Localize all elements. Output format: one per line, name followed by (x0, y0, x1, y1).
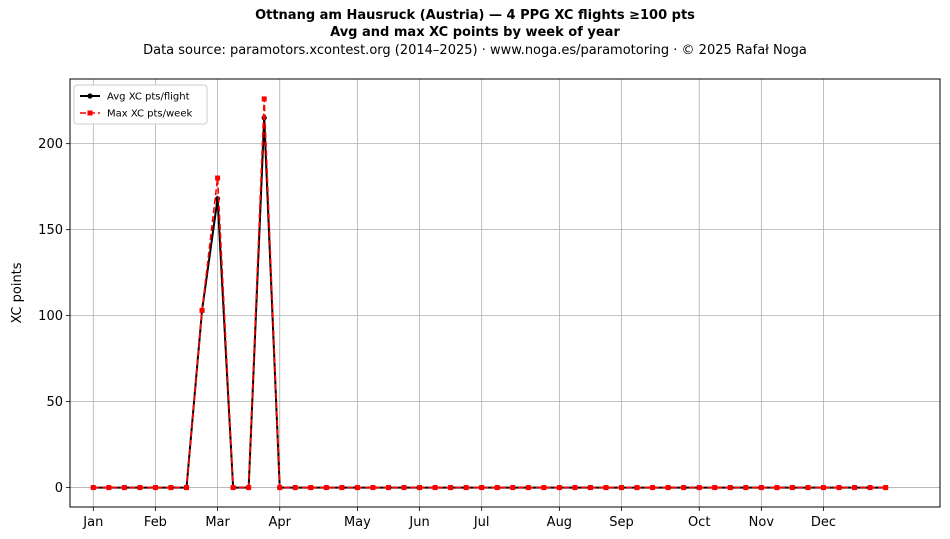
max-point (743, 485, 749, 491)
max-point (354, 485, 360, 491)
x-tick-label: Sep (609, 515, 634, 530)
y-tick-label: 100 (38, 309, 63, 324)
chart-title-line1: Ottnang am Hausruck (Austria) — 4 PPG XC… (255, 8, 695, 23)
max-point (137, 485, 143, 491)
y-tick-label: 150 (38, 223, 63, 238)
chart-subtitle: Data source: paramotors.xcontest.org (20… (143, 43, 807, 58)
legend-marker (87, 93, 93, 99)
max-point (727, 485, 733, 491)
legend-label: Avg XC pts/flight (107, 92, 190, 103)
legend: Avg XC pts/flight Max XC pts/week (73, 84, 208, 125)
max-point (805, 485, 811, 491)
x-tick-label: May (344, 515, 371, 530)
y-tick-label: 200 (38, 137, 63, 152)
series-line-avg (93, 116, 886, 489)
max-point (277, 485, 283, 491)
max-point (184, 485, 190, 491)
series-layer (90, 96, 889, 491)
max-point (603, 485, 609, 491)
x-tick-label: Nov (749, 515, 775, 530)
max-point (90, 485, 96, 491)
legend-box (73, 84, 208, 125)
max-point (463, 485, 469, 491)
max-point (619, 485, 625, 491)
axes: Jan Feb Mar Apr May Jun Jul Aug Sep Oct Nov Dec 0 50 1… (38, 137, 836, 530)
max-point (820, 485, 826, 491)
max-point (681, 485, 687, 491)
max-point (556, 485, 562, 491)
y-axis-label: XC points (10, 262, 25, 323)
max-point (634, 485, 640, 491)
max-point (867, 485, 873, 491)
max-point (696, 485, 702, 491)
max-point (541, 485, 547, 491)
x-tick-label: Jun (408, 515, 429, 530)
chart-title-line2: Avg and max XC points by week of year (330, 25, 620, 40)
max-point (385, 485, 391, 491)
max-point (308, 485, 314, 491)
max-point (323, 485, 329, 491)
max-point (246, 485, 252, 491)
x-tick-label: Apr (268, 515, 291, 530)
max-point (789, 485, 795, 491)
x-tick-label: Jan (82, 515, 103, 530)
legend-label: Max XC pts/week (107, 109, 192, 120)
max-point (121, 485, 127, 491)
max-point (665, 485, 671, 491)
max-point (836, 485, 842, 491)
max-point (525, 485, 531, 491)
max-point (494, 485, 500, 491)
max-point (339, 485, 345, 491)
max-point (370, 485, 376, 491)
y-tick-label: 50 (46, 395, 63, 410)
max-point (230, 485, 236, 491)
max-point (758, 485, 764, 491)
max-point (292, 485, 298, 491)
max-point (774, 485, 780, 491)
max-point (215, 175, 221, 181)
grid (70, 79, 940, 507)
max-point (152, 485, 158, 491)
max-point (261, 96, 267, 102)
x-tick-label: Mar (205, 515, 230, 530)
plot-area (69, 78, 941, 508)
max-point (572, 485, 578, 491)
max-point (168, 485, 174, 491)
x-tick-label: Oct (688, 515, 710, 530)
series-line-max (93, 98, 886, 489)
max-point (432, 485, 438, 491)
max-point (106, 485, 112, 491)
max-point (510, 485, 516, 491)
max-point (883, 485, 889, 491)
x-tick-label: Dec (811, 515, 836, 530)
max-point (401, 485, 407, 491)
max-point (448, 485, 454, 491)
x-tick-label: Aug (547, 515, 572, 530)
legend-marker (87, 110, 93, 116)
y-tick-label: 0 (55, 481, 63, 496)
max-point (587, 485, 593, 491)
max-point (712, 485, 718, 491)
x-tick-label: Feb (144, 515, 167, 530)
max-point (852, 485, 858, 491)
max-point (199, 307, 205, 313)
max-point (479, 485, 485, 491)
max-point (650, 485, 656, 491)
max-point (417, 485, 423, 491)
x-tick-label: Jul (473, 515, 490, 530)
